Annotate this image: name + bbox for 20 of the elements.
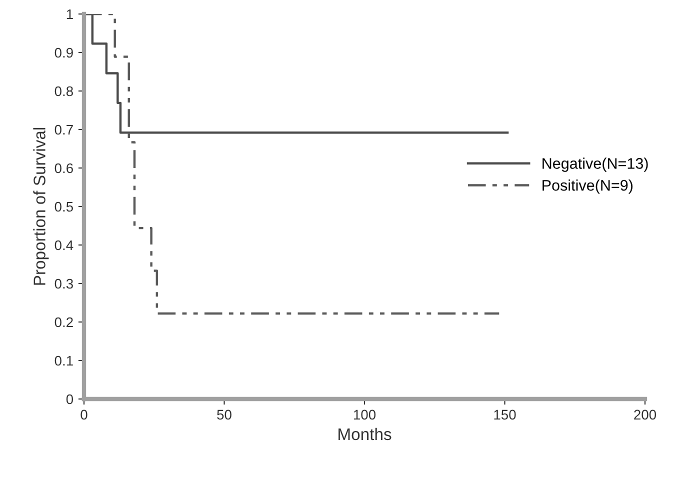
x-tick-label: 200: [634, 410, 656, 420]
y-tick-label: 0.5: [54, 202, 74, 212]
y-tick-label: 0.9: [54, 48, 73, 58]
x-tick-label: 100: [354, 410, 376, 420]
y-tick-label: 0.4: [54, 240, 74, 250]
legend-label: Positive(N=9): [542, 180, 633, 194]
y-tick-label: 1: [66, 9, 73, 20]
y-tick-label: 0: [66, 394, 74, 404]
x-axis-title: Months: [338, 428, 392, 440]
x-tick-label: 0: [80, 410, 88, 420]
y-tick-label: 0.7: [54, 124, 73, 135]
y-tick-label: 0.6: [54, 163, 73, 174]
legend-label: Negative(N=13): [542, 158, 648, 172]
y-tick-label: 0.2: [54, 317, 73, 328]
y-axis-title: Proportion of Survival: [33, 128, 49, 285]
y-tick-label: 0.3: [54, 278, 73, 289]
x-tick-label: 150: [494, 410, 516, 420]
y-tick-label: 0.1: [54, 356, 73, 366]
x-tick-label: 50: [217, 410, 232, 420]
y-tick-label: 0.8: [54, 86, 73, 96]
